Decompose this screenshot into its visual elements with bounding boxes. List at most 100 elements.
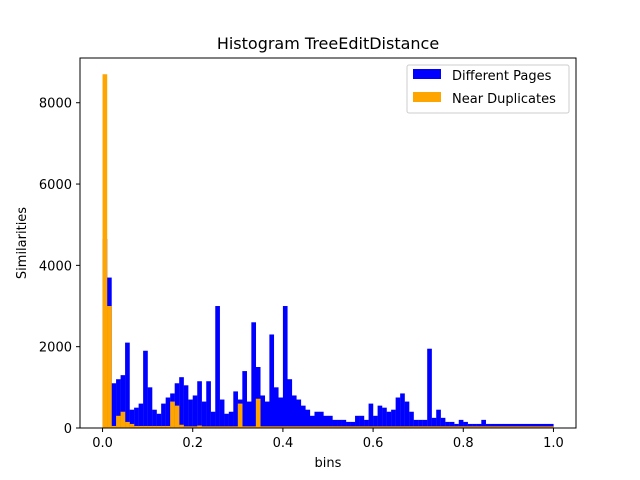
- bar-near-duplicates-46: [309, 426, 315, 428]
- bar-near-duplicates-28: [228, 426, 234, 428]
- bar-different-pages-59: [368, 403, 374, 428]
- bar-different-pages-28: [228, 411, 234, 428]
- bar-near-duplicates-31: [242, 426, 247, 428]
- bar-near-duplicates-16: [174, 405, 180, 428]
- bar-near-duplicates-68: [409, 426, 414, 428]
- bar-different-pages-6: [129, 409, 135, 428]
- bar-near-duplicates-73: [431, 426, 437, 428]
- plot-frame: [79, 57, 577, 429]
- bar-different-pages-43: [296, 399, 302, 428]
- bar-different-pages-14: [165, 397, 171, 428]
- bar-different-pages-35: [260, 395, 266, 428]
- bar-different-pages-90: [508, 423, 514, 428]
- bar-near-duplicates-53: [341, 426, 347, 428]
- bar-different-pages-47: [314, 411, 320, 428]
- bar-different-pages-75: [440, 417, 446, 428]
- bar-different-pages-94: [526, 423, 532, 428]
- bar-near-duplicates-85: [485, 426, 491, 428]
- bar-different-pages-52: [337, 419, 342, 428]
- bar-different-pages-42: [291, 395, 297, 428]
- x-tick-label-4: 0.8: [453, 436, 474, 451]
- bar-different-pages-25: [215, 306, 220, 428]
- bar-near-duplicates-12: [156, 425, 162, 428]
- bar-different-pages-83: [476, 423, 482, 428]
- bar-different-pages-46: [309, 415, 315, 428]
- bar-different-pages-49: [323, 415, 329, 428]
- bar-near-duplicates-88: [499, 426, 505, 428]
- bar-different-pages-13: [161, 403, 166, 428]
- bar-near-duplicates-3: [116, 415, 121, 428]
- bar-near-duplicates-23: [206, 426, 211, 428]
- bar-near-duplicates-87: [494, 426, 500, 428]
- bar-near-duplicates-65: [395, 426, 401, 428]
- bar-different-pages-84: [481, 419, 486, 428]
- bar-different-pages-95: [530, 423, 536, 428]
- bar-different-pages-22: [201, 401, 207, 428]
- bar-different-pages-19: [188, 399, 193, 428]
- bar-near-duplicates-34: [255, 398, 261, 428]
- bar-near-duplicates-98: [544, 426, 550, 428]
- bar-near-duplicates-44: [300, 426, 306, 428]
- bar-near-duplicates-40: [282, 426, 288, 428]
- bar-near-duplicates-10: [147, 425, 153, 428]
- bar-near-duplicates-79: [458, 426, 464, 428]
- bar-different-pages-31: [242, 371, 247, 428]
- bar-different-pages-45: [305, 409, 311, 428]
- bar-near-duplicates-1: [107, 306, 112, 428]
- bar-different-pages-97: [539, 423, 545, 428]
- bar-near-duplicates-49: [323, 426, 329, 428]
- bar-near-duplicates-76: [445, 426, 450, 428]
- bar-different-pages-79: [458, 419, 464, 428]
- bar-different-pages-96: [535, 423, 541, 428]
- bar-near-duplicates-25: [215, 426, 220, 428]
- bar-different-pages-91: [512, 423, 518, 428]
- bar-different-pages-64: [391, 409, 396, 428]
- bar-near-duplicates-61: [377, 426, 383, 428]
- bar-different-pages-7: [134, 407, 139, 428]
- y-axis-ticks: 0 2000 4000 6000 8000: [39, 97, 80, 437]
- bar-near-duplicates-51: [332, 426, 338, 428]
- bar-different-pages-56: [355, 415, 360, 428]
- bar-different-pages-68: [409, 411, 414, 428]
- bar-different-pages-48: [318, 411, 324, 428]
- bar-near-duplicates-72: [427, 426, 432, 428]
- bar-near-duplicates-2: [111, 425, 117, 428]
- bar-near-duplicates-8: [138, 425, 144, 428]
- bar-near-duplicates-52: [337, 426, 342, 428]
- bar-near-duplicates-78: [454, 426, 459, 428]
- bar-different-pages-38: [273, 387, 279, 428]
- bar-near-duplicates-9: [143, 425, 148, 428]
- bar-near-duplicates-63: [386, 426, 392, 428]
- bar-different-pages-32: [246, 401, 252, 428]
- bar-different-pages-67: [404, 401, 410, 428]
- bar-different-pages-71: [422, 419, 428, 428]
- x-tick-label-1: 0.2: [182, 436, 203, 451]
- y-axis-label: Similarities: [15, 207, 30, 279]
- bar-different-pages-70: [418, 419, 423, 428]
- bar-near-duplicates-41: [287, 426, 293, 428]
- bar-near-duplicates-6: [129, 423, 135, 428]
- bar-near-duplicates-35: [260, 426, 266, 428]
- bar-different-pages-11: [152, 409, 157, 428]
- bar-near-duplicates-89: [503, 426, 509, 428]
- bar-near-duplicates-4: [120, 411, 126, 428]
- bar-near-duplicates-19: [188, 426, 193, 428]
- bar-near-duplicates-45: [305, 426, 311, 428]
- bar-different-pages-93: [521, 423, 527, 428]
- bar-different-pages-66: [400, 393, 405, 428]
- bar-different-pages-99: [548, 423, 554, 428]
- x-tick-label-5: 1.0: [543, 436, 564, 451]
- bar-near-duplicates-70: [418, 426, 423, 428]
- legend: Different Pages Near Duplicates: [406, 64, 570, 114]
- bar-near-duplicates-15: [170, 401, 175, 428]
- bar-different-pages-58: [364, 419, 369, 428]
- bar-near-duplicates-17: [179, 424, 184, 428]
- legend-swatch-different-pages: [413, 69, 441, 79]
- bar-different-pages-3: [116, 379, 121, 428]
- bar-near-duplicates-26: [219, 426, 225, 428]
- bar-different-pages-63: [386, 411, 392, 428]
- bar-near-duplicates-56: [355, 426, 360, 428]
- bar-near-duplicates-81: [467, 426, 473, 428]
- bar-different-pages-89: [503, 423, 509, 428]
